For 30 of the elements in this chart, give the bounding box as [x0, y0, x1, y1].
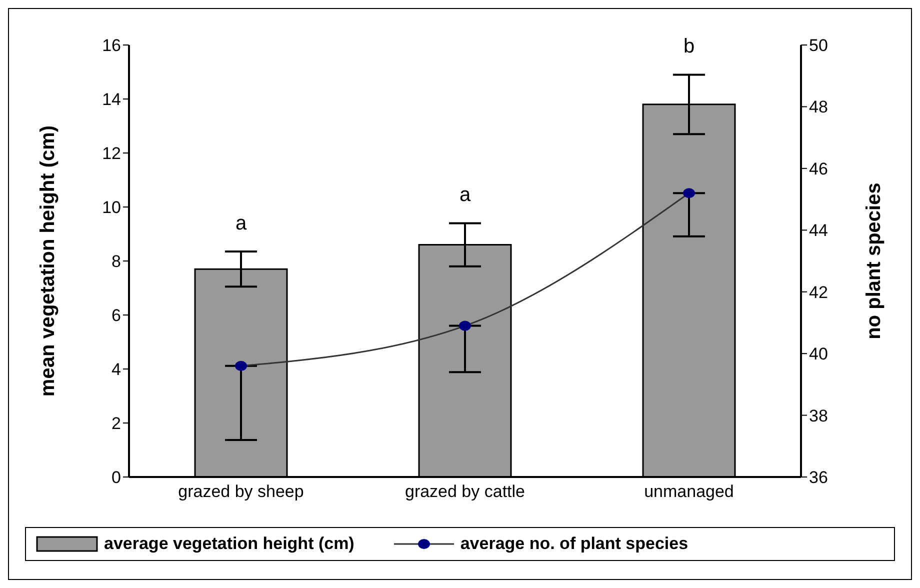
y2-tick-label: 40 — [809, 344, 828, 364]
y2-tick-label: 46 — [809, 159, 828, 178]
y-tick-label: 12 — [102, 144, 121, 164]
y-tick-label: 16 — [102, 36, 121, 56]
y2-tick-label: 38 — [809, 406, 828, 426]
point — [235, 360, 247, 371]
x-tick-label: grazed by cattle — [404, 482, 526, 502]
annotation: a — [235, 212, 248, 235]
y2-tick-label: 44 — [809, 221, 828, 240]
y-tick-label: 6 — [112, 306, 121, 326]
y-tick-label: 8 — [112, 252, 121, 272]
y2-tick-label: 36 — [809, 468, 828, 488]
annotation: a — [459, 184, 472, 206]
y2-tick-label: 42 — [809, 282, 828, 302]
legend-label: average vegetation height (cm) — [104, 534, 354, 554]
y-tick-label: 10 — [102, 198, 121, 218]
y-tick-label: 14 — [102, 90, 121, 110]
point — [459, 320, 471, 331]
y2-tick-label: 48 — [809, 98, 828, 117]
y2-axis-title: no plant species — [863, 182, 886, 340]
x-tick-label: grazed by sheep — [178, 482, 304, 502]
y-tick-label: 4 — [112, 360, 121, 380]
legend-label: average no. of plant species — [460, 534, 688, 554]
y-tick-label: 0 — [112, 468, 121, 488]
y-axis-title: mean vegetation height (cm) — [37, 125, 60, 397]
point — [683, 188, 695, 198]
y-tick-label: 2 — [112, 414, 121, 434]
annotation: b — [683, 36, 695, 58]
y2-tick-label: 50 — [809, 36, 828, 56]
x-tick-label: unmanaged — [644, 482, 734, 502]
